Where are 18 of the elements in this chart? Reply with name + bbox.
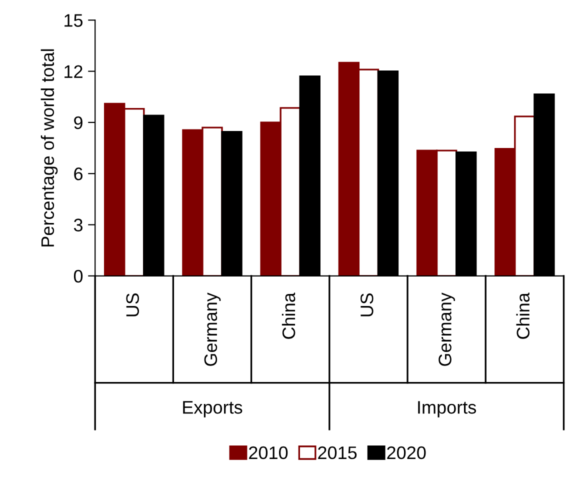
x-tick-label: China	[282, 292, 296, 339]
y-axis-title: Percentage of world total	[40, 49, 58, 246]
y-tick-label: 3	[74, 218, 82, 232]
x-tick-label: US	[360, 293, 374, 316]
legend-label: 2020	[387, 446, 426, 460]
y-tick-label: 15	[64, 14, 83, 27]
legend-label: 2010	[249, 446, 288, 460]
text: Imports	[418, 401, 476, 418]
y-tick-label: 0	[74, 270, 83, 283]
y-tick-label: 6	[74, 168, 82, 180]
x-tick-label: China	[516, 292, 530, 339]
legend-label: 2015	[318, 446, 357, 460]
text: Exports	[183, 401, 242, 418]
x-tick-label: Germany	[438, 292, 455, 366]
y-tick-label: 9	[74, 116, 82, 130]
x-tick-label: US	[126, 293, 139, 316]
x-tick-label: Germany	[204, 292, 221, 366]
y-tick-label: 12	[64, 65, 82, 78]
